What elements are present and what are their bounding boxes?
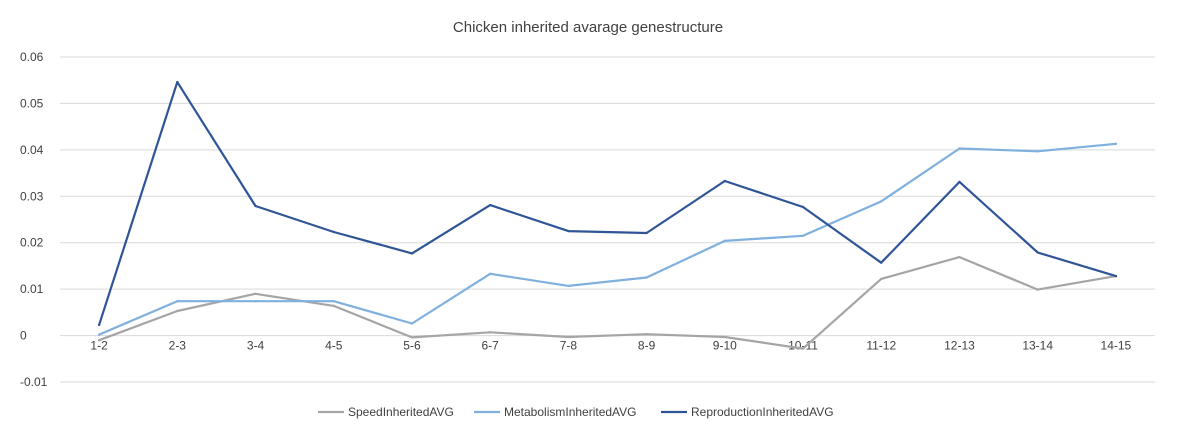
data-point-reproductioninheritedavg bbox=[645, 231, 648, 235]
series-line-reproductioninheritedavg bbox=[97, 80, 1118, 326]
data-point-speedinheritedavg bbox=[723, 335, 727, 339]
data-point-speedinheritedavg bbox=[97, 339, 101, 342]
x-tick-label: 11-12 bbox=[866, 339, 896, 353]
x-tick-label: 4-5 bbox=[325, 339, 343, 353]
data-point-metabolisminheritedavg bbox=[723, 239, 727, 243]
y-tick-label: 0.04 bbox=[20, 143, 44, 157]
data-point-speedinheritedavg bbox=[254, 292, 257, 295]
data-point-speedinheritedavg bbox=[176, 309, 179, 313]
x-tick-label: 1-2 bbox=[90, 339, 108, 353]
data-point-metabolisminheritedavg bbox=[488, 272, 492, 276]
data-point-reproductioninheritedavg bbox=[332, 230, 335, 234]
x-tick-label: 5-6 bbox=[403, 339, 421, 353]
x-tick-label: 3-4 bbox=[247, 339, 265, 353]
y-axis-ticks: -0.01 0 0.01 0.02 0.03 0.04 0.05 0.06 bbox=[20, 50, 48, 389]
legend-item: SpeedInheritedAVG bbox=[318, 405, 454, 419]
gridlines bbox=[60, 56, 1155, 383]
data-point-reproductioninheritedavg bbox=[567, 229, 570, 233]
data-point-metabolisminheritedavg bbox=[332, 300, 335, 303]
y-tick-label: 0.01 bbox=[20, 282, 44, 296]
y-tick-label: 0.05 bbox=[20, 96, 44, 110]
x-tick-label: 13-14 bbox=[1022, 339, 1053, 353]
x-tick-label: 2-3 bbox=[169, 339, 187, 353]
data-point-reproductioninheritedavg bbox=[723, 179, 727, 183]
series-lines bbox=[97, 80, 1118, 350]
data-point-reproductioninheritedavg bbox=[801, 205, 805, 209]
data-point-metabolisminheritedavg bbox=[567, 284, 570, 288]
data-point-reproductioninheritedavg bbox=[254, 204, 257, 208]
x-tick-label: 10-11 bbox=[788, 339, 818, 353]
data-point-speedinheritedavg bbox=[488, 331, 492, 334]
x-tick-label: 6-7 bbox=[482, 339, 500, 353]
x-tick-label: 7-8 bbox=[560, 339, 578, 353]
data-point-reproductioninheritedavg bbox=[97, 323, 101, 327]
legend-label: ReproductionInheritedAVG bbox=[691, 405, 834, 419]
x-tick-label: 9-10 bbox=[713, 339, 737, 353]
y-tick-label: 0.03 bbox=[20, 189, 44, 203]
data-point-speedinheritedavg bbox=[332, 304, 335, 308]
y-tick-label: 0 bbox=[20, 329, 27, 343]
x-axis-ticks: 1-2 2-3 3-4 4-5 5-6 6-7 7-8 8-9 9-10 10-11 11-12 12… bbox=[90, 339, 1131, 353]
legend-item: ReproductionInheritedAVG bbox=[661, 405, 834, 419]
data-point-metabolisminheritedavg bbox=[801, 234, 805, 237]
y-tick-label: 0.02 bbox=[20, 236, 44, 250]
data-point-metabolisminheritedavg bbox=[1114, 142, 1118, 146]
data-point-speedinheritedavg bbox=[645, 332, 648, 336]
data-point-speedinheritedavg bbox=[1036, 288, 1039, 291]
data-point-speedinheritedavg bbox=[801, 347, 805, 350]
legend-label: SpeedInheritedAVG bbox=[348, 405, 454, 419]
data-point-metabolisminheritedavg bbox=[958, 147, 961, 150]
data-point-reproductioninheritedavg bbox=[880, 261, 883, 264]
data-point-reproductioninheritedavg bbox=[176, 80, 179, 84]
x-tick-label: 8-9 bbox=[638, 339, 656, 353]
x-tick-label: 12-13 bbox=[944, 339, 975, 353]
data-point-speedinheritedavg bbox=[567, 335, 570, 339]
data-point-reproductioninheritedavg bbox=[410, 252, 414, 255]
data-point-metabolisminheritedavg bbox=[97, 333, 101, 336]
data-point-metabolisminheritedavg bbox=[254, 300, 257, 303]
y-tick-label: 0.06 bbox=[20, 50, 44, 64]
legend: SpeedInheritedAVG MetabolismInheritedAVG R… bbox=[318, 405, 834, 419]
series-line-speedinheritedavg bbox=[97, 256, 1118, 350]
data-point-reproductioninheritedavg bbox=[1036, 251, 1039, 254]
series-line-metabolisminheritedavg bbox=[97, 142, 1118, 336]
data-point-speedinheritedavg bbox=[410, 336, 414, 339]
data-point-reproductioninheritedavg bbox=[488, 203, 492, 207]
data-point-metabolisminheritedavg bbox=[645, 276, 648, 279]
chart-title: Chicken inherited avarage genestructure bbox=[453, 19, 723, 36]
legend-label: MetabolismInheritedAVG bbox=[504, 405, 637, 419]
data-point-reproductioninheritedavg bbox=[1114, 274, 1118, 278]
y-tick-label: -0.01 bbox=[20, 375, 48, 389]
data-point-metabolisminheritedavg bbox=[176, 300, 179, 303]
data-point-speedinheritedavg bbox=[958, 255, 961, 259]
data-point-reproductioninheritedavg bbox=[958, 180, 961, 184]
x-tick-label: 14-15 bbox=[1101, 339, 1132, 353]
legend-item: MetabolismInheritedAVG bbox=[474, 405, 637, 419]
data-point-speedinheritedavg bbox=[880, 277, 883, 281]
data-point-metabolisminheritedavg bbox=[1036, 150, 1039, 153]
data-point-metabolisminheritedavg bbox=[410, 322, 414, 325]
data-point-metabolisminheritedavg bbox=[880, 200, 883, 203]
